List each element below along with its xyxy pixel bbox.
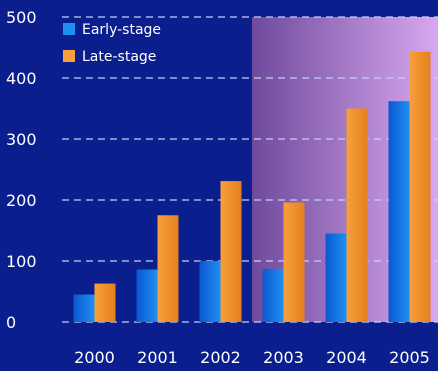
y-tick-label: 500 bbox=[6, 8, 37, 27]
y-tick-label: 200 bbox=[6, 191, 37, 210]
bar-late-stage-2003 bbox=[284, 202, 305, 322]
x-tick-label: 2003 bbox=[263, 348, 304, 367]
bar-late-stage-2004 bbox=[347, 109, 368, 323]
bar-early-stage-2001 bbox=[137, 270, 158, 322]
y-tick-label: 400 bbox=[6, 69, 37, 88]
legend-label: Early-stage bbox=[82, 22, 161, 38]
x-tick-label: 2005 bbox=[389, 348, 430, 367]
bar-early-stage-2005 bbox=[389, 101, 410, 322]
y-tick-label: 100 bbox=[6, 252, 37, 271]
y-tick-label: 0 bbox=[6, 313, 16, 332]
bar-early-stage-2003 bbox=[263, 269, 284, 322]
bar-early-stage-2004 bbox=[326, 234, 347, 322]
bar-late-stage-2005 bbox=[410, 52, 431, 322]
y-tick-label: 300 bbox=[6, 130, 37, 149]
legend-swatch bbox=[63, 23, 75, 35]
x-tick-label: 2000 bbox=[74, 348, 115, 367]
bar-late-stage-2002 bbox=[221, 181, 242, 322]
legend-swatch bbox=[63, 50, 75, 62]
x-tick-label: 2001 bbox=[137, 348, 178, 367]
bar-late-stage-2001 bbox=[158, 215, 179, 322]
bar-early-stage-2000 bbox=[74, 295, 95, 322]
legend-label: Late-stage bbox=[82, 49, 156, 65]
x-axis-ticks: 2000 2001 2002 2003 2004 2005 bbox=[74, 348, 430, 367]
y-axis-ticks: 0 100 200 300 400 500 bbox=[6, 8, 37, 332]
legend: Early-stage Late-stage bbox=[63, 22, 161, 65]
bar-late-stage-2000 bbox=[95, 284, 116, 322]
x-tick-label: 2004 bbox=[326, 348, 367, 367]
bar-early-stage-2002 bbox=[200, 261, 221, 322]
x-tick-label: 2002 bbox=[200, 348, 241, 367]
